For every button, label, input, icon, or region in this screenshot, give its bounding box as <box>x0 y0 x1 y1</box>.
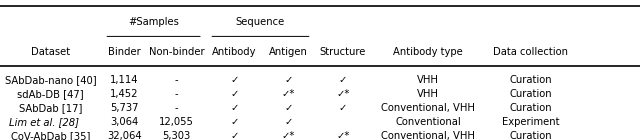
Text: VHH: VHH <box>417 89 439 99</box>
Text: -: - <box>175 103 179 113</box>
Text: SAbDab-nano [40]: SAbDab-nano [40] <box>4 75 97 85</box>
Text: Conventional, VHH: Conventional, VHH <box>381 103 475 113</box>
Text: Antibody: Antibody <box>212 47 257 57</box>
Text: ✓: ✓ <box>230 89 239 99</box>
Text: CoV-AbDab [35]: CoV-AbDab [35] <box>11 131 90 140</box>
Text: ✓*: ✓* <box>282 89 295 99</box>
Text: Experiment: Experiment <box>502 117 559 127</box>
Text: Data collection: Data collection <box>493 47 568 57</box>
Text: Curation: Curation <box>509 89 552 99</box>
Text: 3,064: 3,064 <box>110 117 138 127</box>
Text: ✓: ✓ <box>284 75 293 85</box>
Text: SAbDab [17]: SAbDab [17] <box>19 103 83 113</box>
Text: ✓: ✓ <box>230 131 239 140</box>
Text: ✓: ✓ <box>230 75 239 85</box>
Text: Non-binder: Non-binder <box>149 47 204 57</box>
Text: ✓: ✓ <box>339 103 348 113</box>
Text: ✓: ✓ <box>284 103 293 113</box>
Text: Sequence: Sequence <box>236 17 285 27</box>
Text: Curation: Curation <box>509 75 552 85</box>
Text: Binder: Binder <box>108 47 141 57</box>
Text: Lim et al. [28]: Lim et al. [28] <box>9 117 79 127</box>
Text: ✓: ✓ <box>284 117 293 127</box>
Text: 5,737: 5,737 <box>110 103 138 113</box>
Text: -: - <box>175 89 179 99</box>
Text: VHH: VHH <box>417 75 439 85</box>
Text: sdAb-DB [47]: sdAb-DB [47] <box>17 89 84 99</box>
Text: Antibody type: Antibody type <box>394 47 463 57</box>
Text: Structure: Structure <box>320 47 366 57</box>
Text: ✓*: ✓* <box>337 89 349 99</box>
Text: Curation: Curation <box>509 103 552 113</box>
Text: 1,452: 1,452 <box>110 89 138 99</box>
Text: 5,303: 5,303 <box>163 131 191 140</box>
Text: Antigen: Antigen <box>269 47 308 57</box>
Text: ✓: ✓ <box>230 117 239 127</box>
Text: Curation: Curation <box>509 131 552 140</box>
Text: ✓*: ✓* <box>282 131 295 140</box>
Text: Conventional, VHH: Conventional, VHH <box>381 131 475 140</box>
Text: ✓: ✓ <box>339 75 348 85</box>
Text: ✓*: ✓* <box>337 131 349 140</box>
Text: 32,064: 32,064 <box>107 131 141 140</box>
Text: #Samples: #Samples <box>128 17 179 27</box>
Text: 1,114: 1,114 <box>110 75 138 85</box>
Text: Conventional: Conventional <box>396 117 461 127</box>
Text: 12,055: 12,055 <box>159 117 194 127</box>
Text: ✓: ✓ <box>230 103 239 113</box>
Text: Dataset: Dataset <box>31 47 70 57</box>
Text: -: - <box>175 75 179 85</box>
